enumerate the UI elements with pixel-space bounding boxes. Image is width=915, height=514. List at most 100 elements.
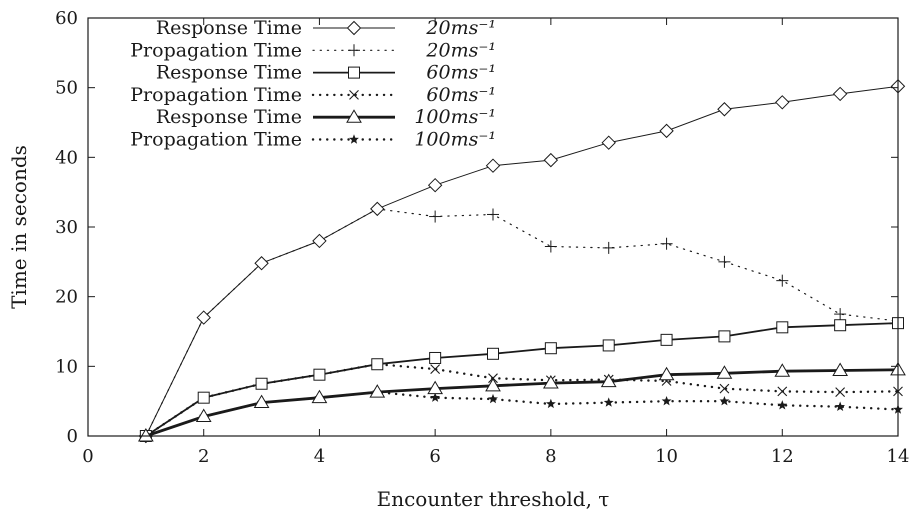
data-point (370, 201, 385, 217)
legend-marker (349, 90, 359, 100)
legend-series-name: Response Time (156, 106, 302, 128)
legend-series-name: Propagation Time (130, 84, 302, 106)
data-point (832, 362, 849, 377)
data-point (545, 398, 556, 409)
data-point (718, 330, 731, 343)
data-point (834, 308, 847, 321)
data-point (716, 365, 733, 379)
legend-entry-0: Response Time 20ms⁻¹ (156, 17, 496, 39)
legend-series-name: Response Time (156, 62, 302, 84)
data-point (719, 395, 730, 406)
data-point (602, 339, 615, 352)
data-point (832, 86, 848, 102)
x-tick-label: 6 (429, 446, 440, 467)
data-point (659, 123, 674, 139)
data-point (485, 158, 501, 173)
data-point (196, 310, 211, 325)
x-tick-label: 14 (887, 446, 910, 467)
axes: 0 2 4 6 8 10 12 14 0 10 20 30 40 50 60 (55, 8, 909, 467)
data-point (774, 363, 791, 377)
data-point (487, 208, 499, 221)
x-tick-label: 12 (771, 446, 794, 467)
y-axis-label: Time in seconds (7, 145, 31, 309)
legend: Response Time 20ms⁻¹ Propagation Time 20ms⁻… (130, 17, 496, 151)
data-point (717, 102, 732, 117)
legend-series-name: Propagation Time (130, 129, 302, 151)
y-tick-label: 30 (55, 217, 78, 238)
x-tick-label: 2 (198, 446, 209, 467)
legend-marker (346, 20, 362, 36)
series-2 (139, 317, 904, 442)
y-tick-label: 60 (55, 8, 78, 29)
legend-speed-label: 100ms⁻¹ (414, 106, 496, 128)
data-point (835, 387, 846, 397)
plot-area (137, 79, 906, 444)
data-point (601, 135, 616, 150)
legend-speed-label: 60ms⁻¹ (426, 84, 496, 106)
data-point (195, 408, 212, 422)
data-point (427, 177, 443, 193)
data-point (776, 321, 789, 334)
data-point (487, 347, 499, 360)
y-tick-label: 0 (67, 426, 78, 447)
data-point (718, 255, 731, 268)
legend-entry-1: Propagation Time 20ms⁻¹ (130, 39, 496, 61)
legend-entry-5: Propagation Time 100ms⁻¹ (130, 129, 496, 151)
data-point (543, 152, 559, 168)
data-point (429, 351, 442, 364)
legend-series-name: Propagation Time (130, 39, 302, 61)
data-point (660, 333, 673, 346)
legend-speed-label: 100ms⁻¹ (414, 129, 496, 151)
data-point (542, 375, 559, 389)
data-point (488, 393, 498, 404)
x-tick-label: 10 (655, 446, 678, 467)
series-4 (137, 361, 906, 442)
legend-entry-3: Propagation Time 60ms⁻¹ (130, 84, 496, 106)
data-point (430, 392, 441, 402)
data-point (775, 95, 790, 110)
data-point (197, 391, 210, 404)
legend-entry-4: Response Time 100ms⁻¹ (156, 106, 496, 128)
legend-speed-label: 60ms⁻¹ (426, 62, 496, 84)
data-point (137, 428, 154, 442)
series-line (145, 322, 899, 437)
x-axis-label: Encounter threshold, τ (377, 487, 610, 511)
data-point (312, 233, 327, 249)
data-point (253, 394, 270, 409)
data-point (661, 395, 672, 406)
data-point (602, 241, 615, 254)
data-point (311, 389, 328, 404)
y-tick-label: 50 (55, 78, 78, 99)
data-point (255, 377, 268, 390)
data-point (544, 240, 557, 253)
series-line (145, 368, 899, 438)
x-tick-label: 4 (314, 446, 325, 467)
legend-marker (349, 134, 359, 144)
data-point (369, 384, 386, 398)
data-point (658, 366, 675, 381)
y-tick-label: 40 (55, 147, 78, 168)
data-point (485, 377, 501, 392)
data-point (834, 319, 847, 332)
data-point (660, 237, 673, 250)
data-point (544, 342, 557, 355)
data-point (719, 383, 730, 394)
series-line (145, 85, 899, 437)
series-1 (139, 202, 904, 442)
legend-marker (346, 109, 362, 123)
data-point (371, 358, 384, 371)
legend-marker (348, 44, 360, 57)
data-point (427, 380, 444, 395)
data-point (835, 401, 846, 411)
y-tick-label: 20 (55, 287, 78, 308)
series-5 (140, 386, 903, 441)
series-0 (138, 79, 906, 444)
data-point (430, 364, 441, 375)
data-point (254, 256, 269, 271)
data-point (603, 397, 614, 407)
y-tick-label: 10 (55, 356, 78, 377)
series-line (145, 208, 899, 437)
series-line (144, 390, 900, 438)
legend-series-name: Response Time (156, 17, 302, 39)
